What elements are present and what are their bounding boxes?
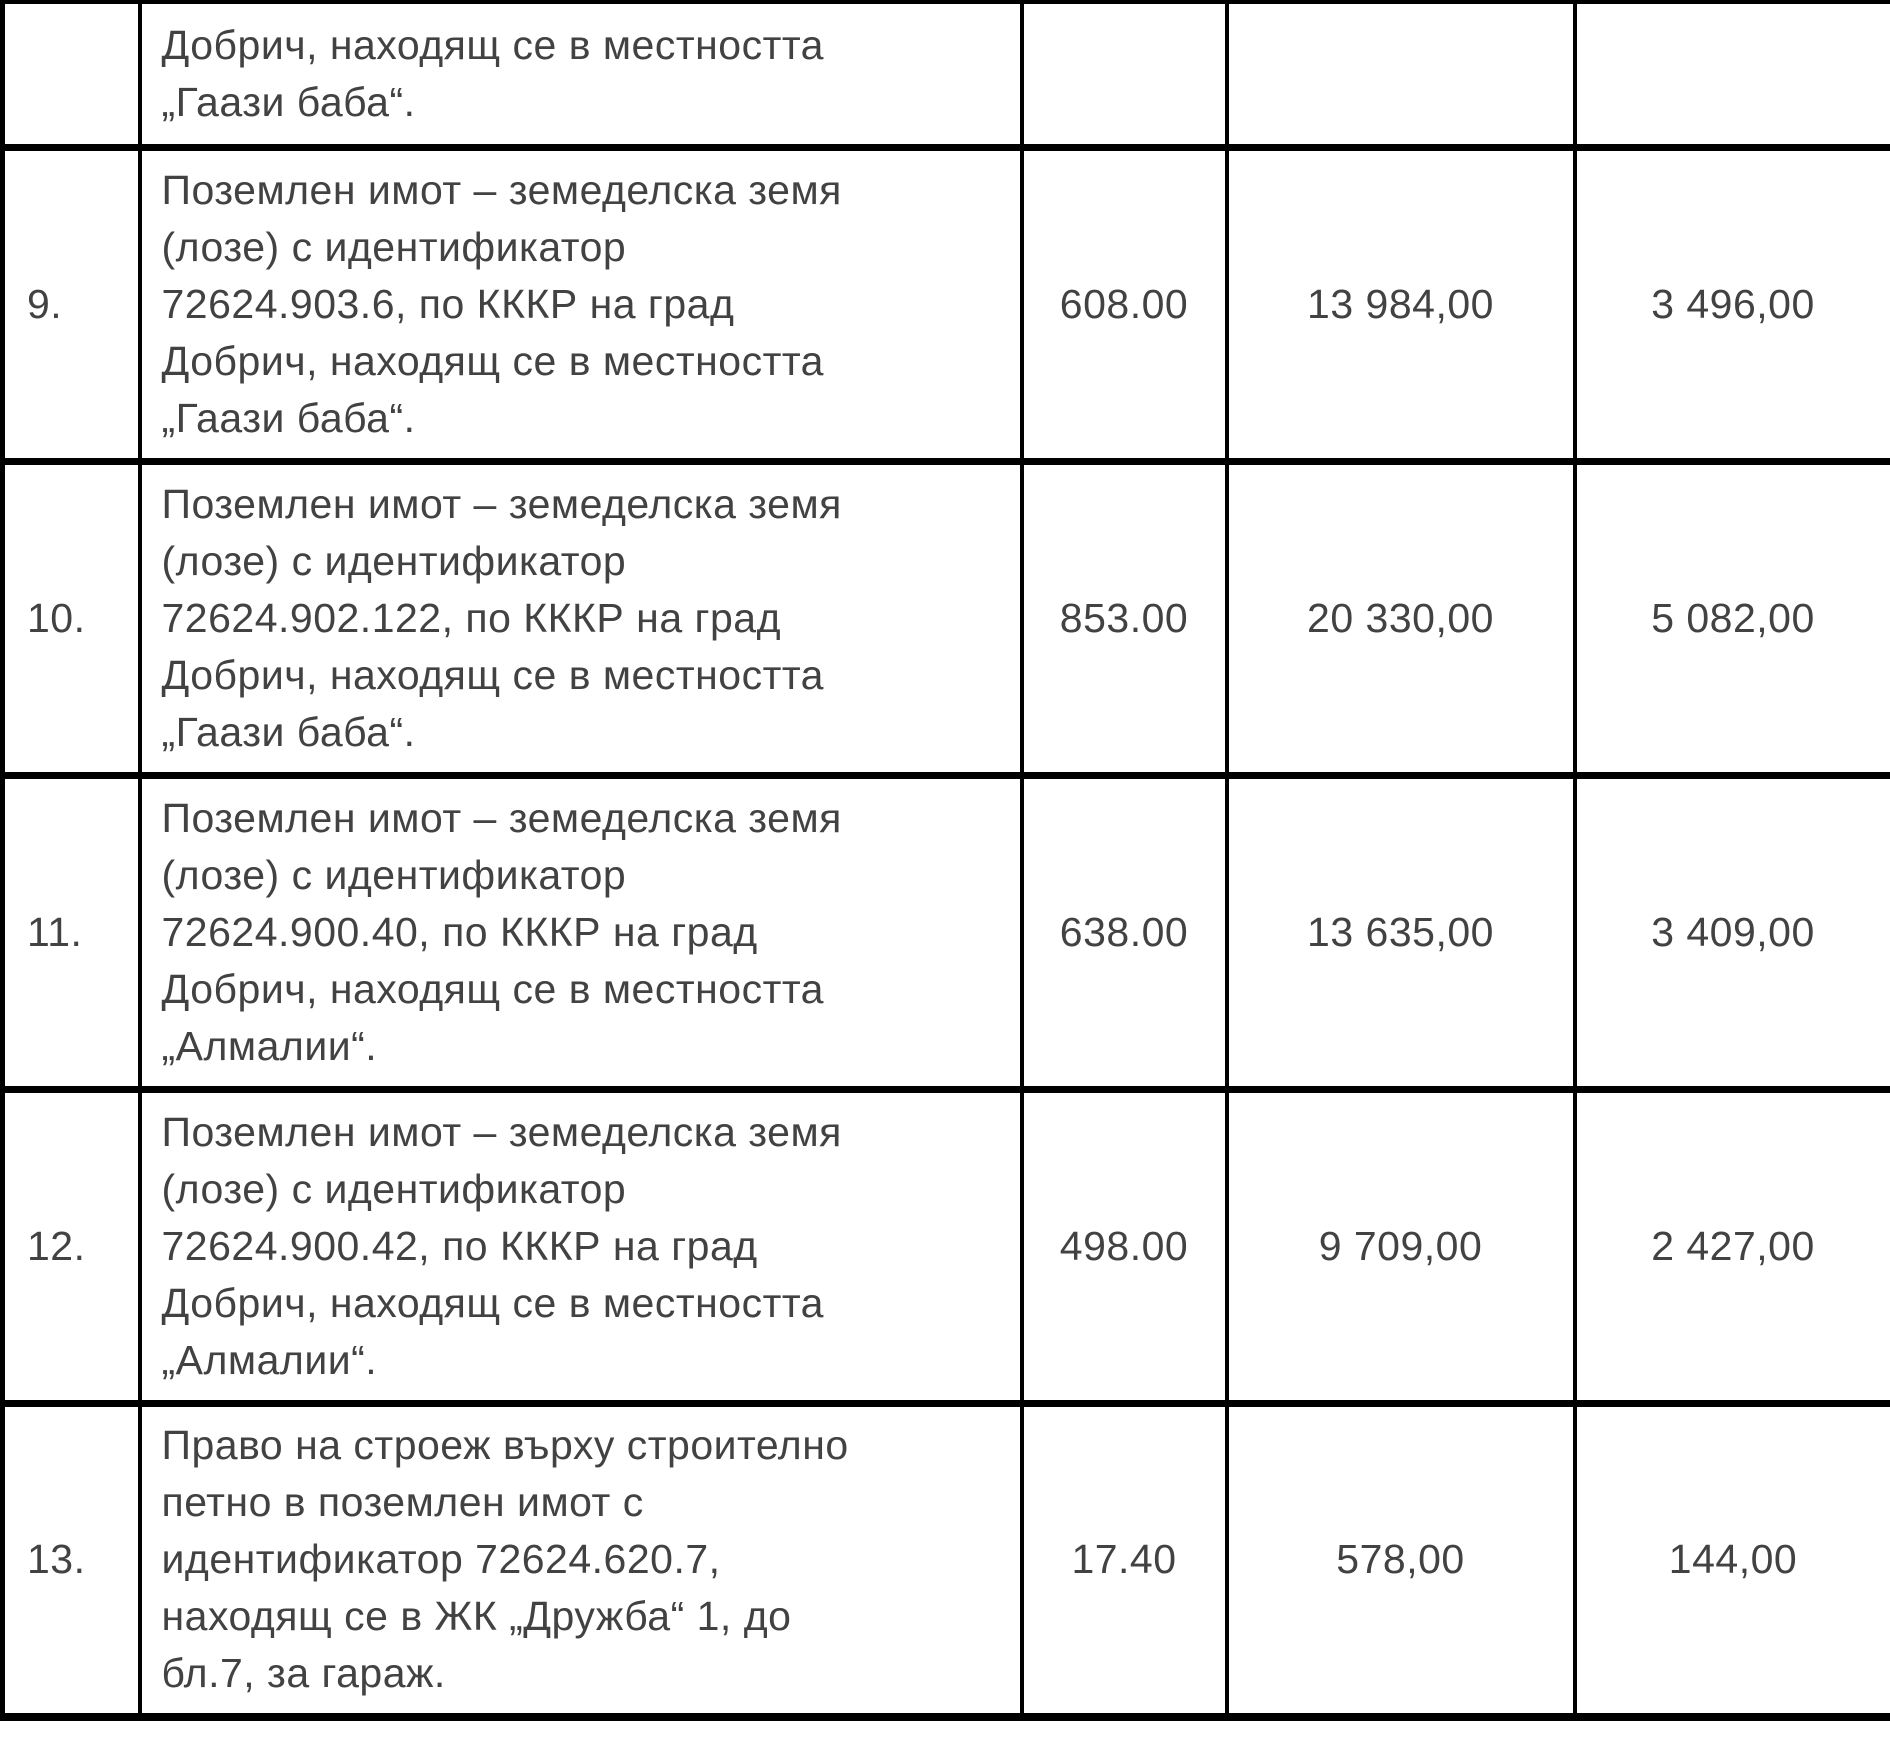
description-cell: Поземлен имот – земеделска земя (лозе) с… (137, 457, 1024, 779)
table-row: 11. Поземлен имот – земеделска земя (лоз… (0, 771, 1890, 1093)
secondary-value-cell: 3 496,00 (1572, 143, 1890, 465)
area-cell (1019, 2, 1229, 151)
property-table: Добрич, находящ се в местността „Гаази б… (0, 0, 1890, 1721)
row-number-cell: 9. (0, 143, 142, 465)
value-cell: 20 330,00 (1224, 457, 1577, 779)
table-row: Добрич, находящ се в местността „Гаази б… (0, 2, 1890, 151)
secondary-value-cell: 144,00 (1572, 1399, 1890, 1717)
value-cell: 13 984,00 (1224, 143, 1577, 465)
row-number-cell: 11. (0, 771, 142, 1093)
row-number-cell: 10. (0, 457, 142, 779)
value-cell: 578,00 (1224, 1399, 1577, 1717)
description-cell: Поземлен имот – земеделска земя (лозе) с… (137, 1085, 1024, 1407)
row-number-cell: 13. (0, 1399, 142, 1717)
area-cell: 608.00 (1019, 143, 1229, 465)
area-cell: 17.40 (1019, 1399, 1229, 1717)
row-number-cell (0, 2, 142, 151)
secondary-value-cell: 2 427,00 (1572, 1085, 1890, 1407)
table-row: 13. Право на строеж върху строително пет… (0, 1399, 1890, 1717)
value-cell (1224, 2, 1577, 151)
row-number-cell: 12. (0, 1085, 142, 1407)
description-cell: Добрич, находящ се в местността „Гаази б… (137, 2, 1024, 151)
area-cell: 498.00 (1019, 1085, 1229, 1407)
description-cell: Поземлен имот – земеделска земя (лозе) с… (137, 143, 1024, 465)
secondary-value-cell: 5 082,00 (1572, 457, 1890, 779)
table-row: 9. Поземлен имот – земеделска земя (лозе… (0, 143, 1890, 465)
value-cell: 9 709,00 (1224, 1085, 1577, 1407)
secondary-value-cell (1572, 2, 1890, 151)
description-cell: Право на строеж върху строително петно в… (137, 1399, 1024, 1717)
description-cell: Поземлен имот – земеделска земя (лозе) с… (137, 771, 1024, 1093)
area-cell: 853.00 (1019, 457, 1229, 779)
table-row: 10. Поземлен имот – земеделска земя (лоз… (0, 457, 1890, 779)
secondary-value-cell: 3 409,00 (1572, 771, 1890, 1093)
value-cell: 13 635,00 (1224, 771, 1577, 1093)
area-cell: 638.00 (1019, 771, 1229, 1093)
table-row: 12. Поземлен имот – земеделска земя (лоз… (0, 1085, 1890, 1407)
